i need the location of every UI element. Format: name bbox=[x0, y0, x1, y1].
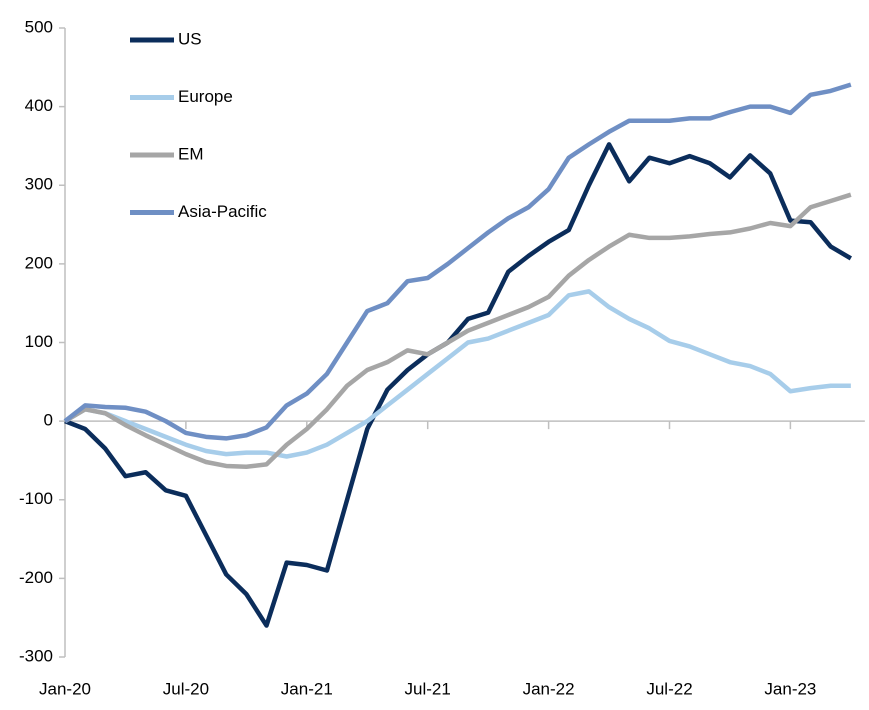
y-tick-label: -200 bbox=[19, 568, 53, 587]
x-tick-label: Jul-21 bbox=[405, 679, 451, 698]
x-tick-label: Jan-20 bbox=[39, 679, 91, 698]
y-tick-label: 200 bbox=[25, 253, 53, 272]
series-line bbox=[63, 82, 852, 441]
x-tick-label: Jan-23 bbox=[764, 679, 816, 698]
series-line bbox=[63, 192, 852, 469]
y-tick-label: -100 bbox=[19, 489, 53, 508]
x-tick-label: Jan-22 bbox=[523, 679, 575, 698]
y-tick-label: 400 bbox=[25, 96, 53, 115]
legend-label: Europe bbox=[178, 87, 233, 106]
y-tick-label: 300 bbox=[25, 175, 53, 194]
x-tick-label: Jan-21 bbox=[281, 679, 333, 698]
y-tick-label: -300 bbox=[19, 646, 53, 665]
legend-label: Asia-Pacific bbox=[178, 202, 267, 221]
series-line bbox=[64, 142, 852, 628]
y-tick-label: 0 bbox=[44, 411, 53, 430]
y-tick-label: 500 bbox=[25, 17, 53, 36]
series-line bbox=[63, 289, 851, 459]
x-tick-label: Jul-22 bbox=[646, 679, 692, 698]
legend-label: US bbox=[178, 29, 202, 48]
legend-label: EM bbox=[178, 144, 204, 163]
y-tick-label: 100 bbox=[25, 332, 53, 351]
x-tick-label: Jul-20 bbox=[163, 679, 209, 698]
